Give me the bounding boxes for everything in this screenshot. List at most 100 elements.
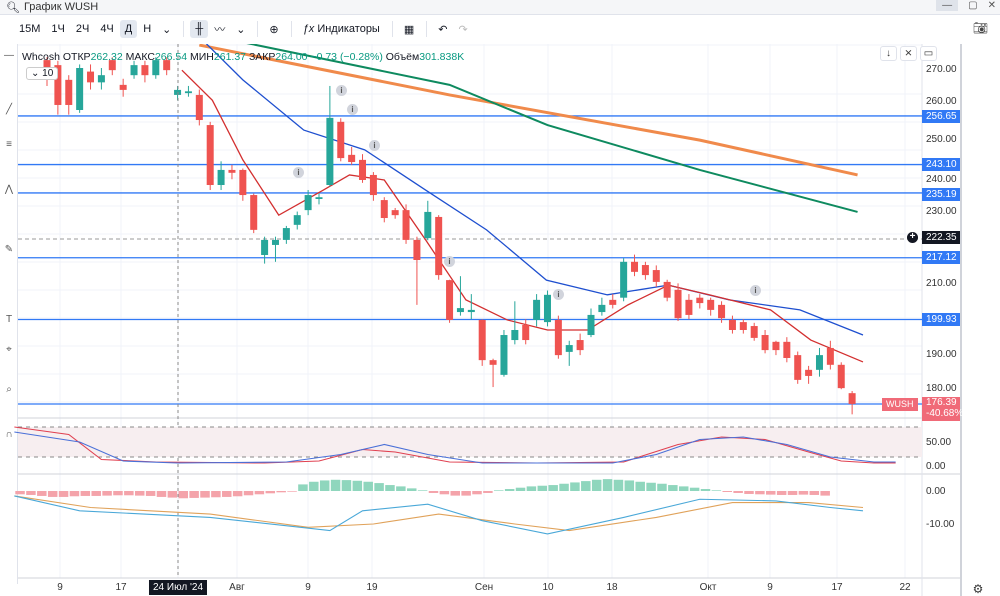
macd-histogram-bar bbox=[668, 485, 678, 491]
crosshair-price-label: 222.35 bbox=[922, 231, 960, 244]
undo-icon[interactable]: ↶ bbox=[438, 23, 448, 36]
settings-gear-icon[interactable]: ⚙ bbox=[972, 582, 984, 596]
scroll-down-icon[interactable]: ↓ bbox=[880, 46, 897, 61]
compare-add-icon[interactable]: ⊕ bbox=[269, 23, 279, 36]
measure-tool-icon[interactable]: ⌖ bbox=[6, 344, 12, 355]
close-label: ЗАКР bbox=[248, 51, 276, 63]
macd-histogram-bar bbox=[37, 491, 47, 496]
macd-histogram-bar bbox=[657, 483, 667, 491]
macd-line bbox=[14, 495, 864, 535]
close-button[interactable]: ✕ bbox=[987, 0, 996, 11]
time-tick: 9 bbox=[767, 582, 773, 593]
candle-up bbox=[304, 195, 312, 211]
candle-up bbox=[97, 75, 105, 83]
macd-histogram-bar bbox=[678, 486, 689, 491]
macd-histogram-bar bbox=[102, 491, 112, 496]
line-type-icon[interactable]: 〰 bbox=[214, 24, 226, 36]
minimize-button[interactable]: — bbox=[936, 0, 959, 11]
candle-up bbox=[271, 239, 279, 245]
camera-icon[interactable]: 📷︎ bbox=[972, 21, 988, 35]
candle-down bbox=[206, 125, 214, 186]
macd-histogram-bar bbox=[428, 491, 439, 493]
layouts-grid-icon[interactable]: ▦ bbox=[403, 23, 415, 36]
cursor-tool-icon[interactable]: — bbox=[4, 50, 14, 61]
interval-15m[interactable]: 15М bbox=[19, 23, 41, 35]
event-marker-icon[interactable]: i bbox=[293, 167, 304, 178]
macd-tick: -10.00 bbox=[926, 519, 955, 530]
collapse-icon[interactable]: ⨯ bbox=[900, 46, 917, 61]
fullscreen-icon[interactable]: ▭ bbox=[920, 46, 937, 61]
event-marker-icon[interactable]: i bbox=[369, 140, 380, 151]
level-label[interactable]: 217.12 bbox=[922, 251, 960, 264]
price-tick: 250.00 bbox=[926, 134, 957, 145]
low-label: МИН bbox=[190, 51, 214, 63]
event-marker-icon[interactable]: i bbox=[444, 256, 455, 267]
pattern-tool-icon[interactable]: ⋀ bbox=[4, 184, 14, 195]
trendline-tool-icon[interactable]: ╱ bbox=[5, 104, 13, 115]
macd-histogram-bar bbox=[526, 486, 537, 491]
candle-down bbox=[805, 369, 813, 376]
macd-histogram-bar bbox=[385, 485, 395, 491]
interval-4h[interactable]: 4Ч bbox=[100, 23, 114, 35]
candle-down bbox=[739, 322, 747, 330]
ma_green-line bbox=[246, 44, 858, 213]
candle-down bbox=[478, 319, 486, 361]
drawing-toolbar: — ╱ ≡ ⋀ ✎ T ⌖ ⌕ ∩ bbox=[0, 44, 18, 584]
macd-histogram-bar bbox=[47, 491, 58, 497]
last-price: 176.39 bbox=[926, 397, 957, 408]
open-label: ОТКР bbox=[62, 51, 91, 63]
candle-down bbox=[250, 195, 258, 230]
fib-tool-icon[interactable]: ≡ bbox=[6, 139, 12, 150]
macd-histogram-bar bbox=[613, 479, 624, 491]
chart-type-chevron-icon[interactable]: ⌄ bbox=[236, 23, 246, 36]
macd-histogram-bar bbox=[515, 487, 526, 491]
macd-histogram-bar bbox=[787, 491, 798, 495]
level-label[interactable]: 243.10 bbox=[922, 158, 960, 171]
ohlc-legend: Whcosh ОТКР262.32 МАКС266.54 МИН261.37 З… bbox=[22, 51, 464, 63]
candle-down bbox=[337, 121, 345, 159]
interval-day[interactable]: Д bbox=[119, 20, 138, 38]
candles-type-icon[interactable]: ╫ bbox=[190, 20, 209, 38]
brush-tool-icon[interactable]: ✎ bbox=[4, 244, 14, 255]
macd-histogram-bar bbox=[309, 481, 319, 491]
event-marker-icon[interactable]: i bbox=[347, 104, 358, 115]
candle-down bbox=[54, 65, 62, 105]
macd-histogram-bar bbox=[461, 491, 471, 496]
macd-histogram-bar bbox=[91, 491, 101, 496]
add-alert-icon[interactable]: + bbox=[907, 232, 918, 243]
redo-icon[interactable]: ↷ bbox=[458, 23, 468, 36]
time-tick: 9 bbox=[57, 582, 63, 593]
text-tool-icon[interactable]: T bbox=[5, 314, 13, 325]
legend-collapse-button[interactable]: ⌄ 10 bbox=[26, 67, 59, 80]
candle-up bbox=[326, 117, 334, 186]
interval-2h[interactable]: 2Ч bbox=[75, 23, 90, 35]
level-label[interactable]: 199.93 bbox=[922, 313, 960, 326]
event-marker-icon[interactable]: i bbox=[336, 85, 347, 96]
macd-histogram-bar bbox=[722, 491, 732, 492]
candle-down bbox=[413, 239, 421, 261]
candle-down bbox=[119, 84, 127, 90]
macd-histogram-bar bbox=[559, 483, 569, 491]
search-bar[interactable]: 🔍︎ График WUSH — ▢ ✕ bbox=[0, 0, 1000, 15]
macd-histogram-bar bbox=[167, 491, 178, 498]
level-label[interactable]: 256.65 bbox=[922, 110, 960, 123]
candle-down bbox=[826, 347, 834, 365]
level-label[interactable]: 235.19 bbox=[922, 188, 960, 201]
indicators-button[interactable]: ƒx Индикаторы bbox=[298, 20, 385, 38]
interval-1h[interactable]: 1Ч bbox=[51, 23, 65, 35]
magnet-tool-icon[interactable]: ∩ bbox=[5, 429, 13, 440]
macd-histogram-bar bbox=[352, 480, 363, 491]
event-marker-icon[interactable]: i bbox=[553, 289, 564, 300]
ma_red-line bbox=[181, 69, 864, 363]
interval-week[interactable]: Н bbox=[143, 23, 152, 35]
zoom-tool-icon[interactable]: ⌕ bbox=[6, 384, 12, 395]
macd-histogram-bar bbox=[156, 491, 167, 497]
candle-up bbox=[424, 211, 432, 239]
interval-dropdown-chevron-icon[interactable]: ⌄ bbox=[162, 23, 172, 36]
candle-down bbox=[163, 60, 171, 71]
osc-tick: 0.00 bbox=[926, 461, 946, 472]
event-marker-icon[interactable]: i bbox=[750, 285, 761, 296]
candle-down bbox=[489, 360, 497, 365]
maximize-button[interactable]: ▢ bbox=[968, 0, 978, 11]
